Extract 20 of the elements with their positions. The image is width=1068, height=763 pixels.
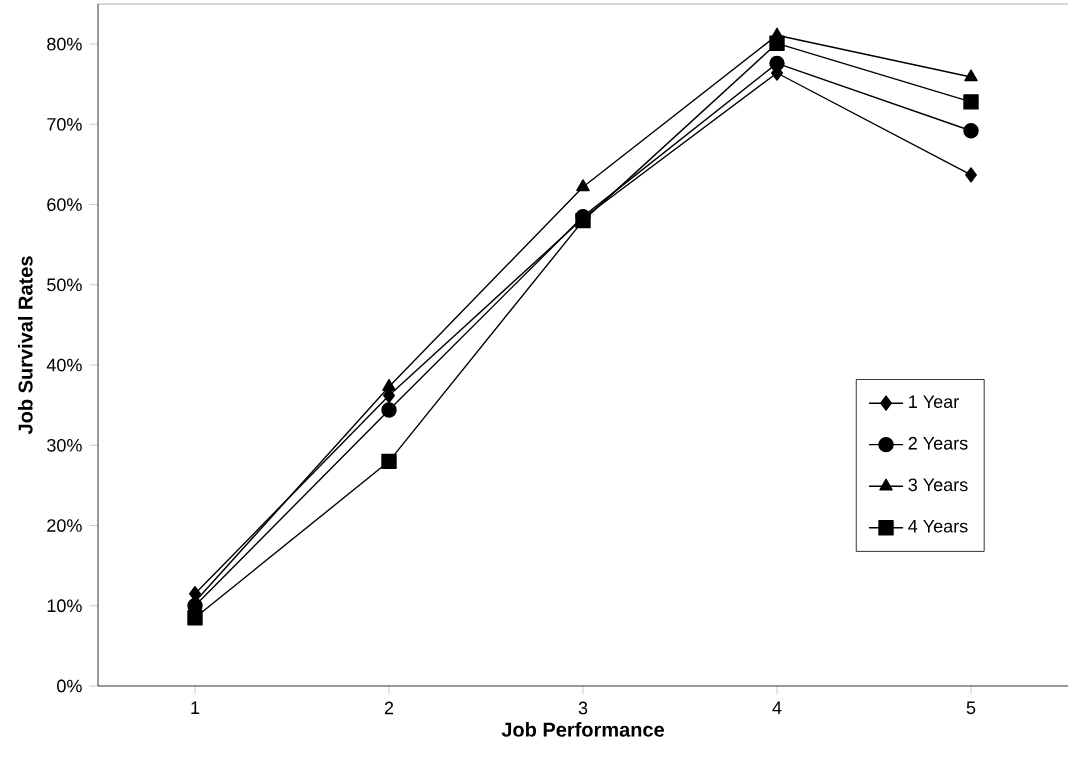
x-axis-title: Job Performance [501, 722, 664, 737]
x-tick-label: 1 [191, 701, 200, 714]
legend-label: 2 Years [908, 436, 968, 450]
y-tick-label: 50% [47, 278, 82, 292]
y-tick-label: 80% [47, 37, 82, 51]
y-axis-title: Job Survival Rates [17, 256, 33, 435]
y-tick-label: 60% [47, 198, 82, 211]
legend-label: 1 Year [909, 395, 959, 409]
legend-label: 3 Years [908, 478, 968, 492]
y-tick-label: 30% [47, 438, 82, 452]
x-tick-label: 3 [578, 701, 588, 715]
x-tick-label: 2 [384, 701, 394, 715]
y-tick-label: 10% [47, 599, 82, 613]
x-tick-label: 4 [772, 701, 782, 714]
y-tick-label: 20% [47, 519, 82, 532]
legend-label: 4 Years [908, 520, 968, 533]
y-tick-label: 40% [46, 358, 82, 372]
y-tick-label: 70% [47, 117, 82, 131]
x-tick-label: 5 [966, 701, 976, 715]
y-tick-label: 0% [57, 679, 82, 693]
